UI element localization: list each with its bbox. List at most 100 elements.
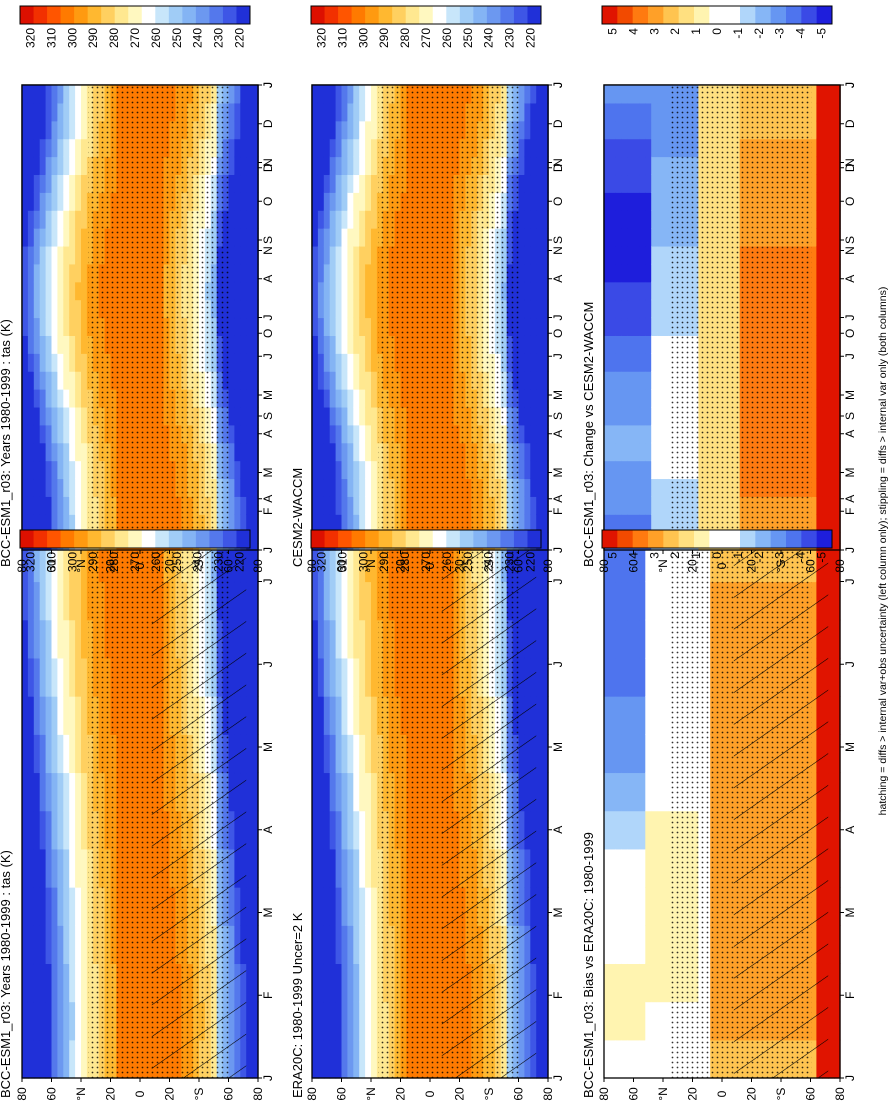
lat-tick-label: 0 (423, 562, 437, 569)
heat-cell (347, 478, 354, 497)
heat-cell (347, 335, 354, 354)
heat-cell (518, 156, 525, 176)
heat-cell (246, 810, 253, 850)
heat-cell (57, 120, 64, 140)
heat-cell (234, 156, 241, 176)
heat-cell (228, 263, 235, 283)
lat-tick-label: °S (192, 1088, 206, 1101)
heat-cell (359, 810, 366, 850)
heat-cell (371, 281, 378, 301)
heat-cell (81, 696, 88, 735)
heat-cell (353, 317, 360, 336)
heat-cell (27, 174, 35, 193)
heat-cell (329, 406, 337, 426)
heat-cell (39, 963, 47, 1003)
heat-cell (621, 848, 629, 888)
heat-cell (323, 848, 331, 888)
heat-cell (341, 85, 348, 104)
heat-cell (39, 102, 47, 122)
heat-cell (57, 734, 64, 774)
heat-cell (365, 102, 372, 122)
heat-cell (353, 156, 360, 176)
heat-cell (246, 335, 253, 354)
heat-cell (621, 734, 629, 774)
heat-cell (51, 543, 58, 583)
lat-tick-label: °S (482, 1088, 496, 1101)
heat-cell (75, 848, 82, 888)
month-tick-label: F (261, 508, 275, 515)
heat-cell (240, 210, 247, 229)
heat-cell (81, 734, 88, 774)
heat-cell (609, 619, 617, 659)
heat-cell (335, 138, 343, 158)
heat-cell (234, 371, 241, 390)
heat-cell (51, 514, 58, 533)
heat-cell (627, 963, 635, 1003)
heat-cell (39, 442, 47, 462)
heat-cell (335, 192, 343, 211)
heat-cell (359, 925, 366, 965)
heat-cell (347, 657, 354, 697)
heat-cell (359, 442, 366, 462)
heat-cell (228, 353, 235, 372)
heat-cell (69, 210, 76, 229)
heat-cell (312, 406, 319, 426)
heat-cell (645, 810, 652, 850)
lat-tick-label: 20 (394, 559, 408, 573)
heat-cell (45, 696, 53, 735)
heat-cell (57, 543, 64, 583)
heat-cell (518, 478, 525, 497)
heat-cell (604, 1039, 611, 1079)
heat-cell (536, 496, 543, 515)
heat-cell (536, 460, 543, 480)
heat-cell (530, 85, 537, 104)
heat-cell (335, 317, 343, 336)
heat-cell (228, 281, 235, 301)
heat-cell (45, 138, 53, 158)
heat-cell (639, 581, 646, 621)
heat-cell (75, 514, 82, 533)
heat-cell (45, 514, 53, 533)
month-tick-label: F (551, 992, 565, 999)
heat-cell (359, 102, 366, 122)
heat-cell (246, 1001, 253, 1041)
heat-cell (347, 772, 354, 812)
month-tick-label: J (551, 547, 565, 553)
heat-cell (371, 85, 378, 104)
heat-cell (57, 514, 64, 533)
heat-cell (536, 1001, 543, 1041)
heat-cell (51, 299, 58, 319)
heat-cell (524, 85, 531, 104)
heat-cell (63, 478, 70, 497)
heat-cell (663, 619, 670, 659)
heat-cell (347, 389, 354, 408)
heat-cell (228, 496, 235, 515)
heat-cell (518, 281, 525, 301)
heat-cell (530, 245, 537, 265)
heat-cell (518, 120, 525, 140)
heat-cell (39, 281, 47, 301)
heat-cell (75, 925, 82, 965)
month-tick-label: M (551, 908, 565, 918)
heat-cell (615, 1001, 623, 1041)
heat-cell (81, 514, 88, 533)
heat-cell (323, 281, 331, 301)
heat-cell (536, 102, 543, 122)
heat-cell (75, 156, 82, 176)
heat-cell (530, 102, 537, 122)
heat-cell (353, 581, 360, 621)
heat-cell (530, 442, 537, 462)
heat-cell (604, 543, 611, 583)
heat-cell (329, 810, 337, 850)
heat-cell (312, 192, 319, 211)
heat-cell (234, 389, 241, 408)
heat-cell (240, 496, 247, 515)
heat-cell (317, 156, 325, 176)
heat-cell (627, 657, 635, 697)
heat-cell (228, 389, 235, 408)
heat-cell (39, 389, 47, 408)
heat-cell (39, 406, 47, 426)
heat-cell (329, 848, 337, 888)
panel-p2: 80 60 °N 20 0 20 °S 60 80JFMAMJJASONDJBCC-ESM1_r… (0, 82, 275, 573)
heat-cell (57, 353, 64, 372)
